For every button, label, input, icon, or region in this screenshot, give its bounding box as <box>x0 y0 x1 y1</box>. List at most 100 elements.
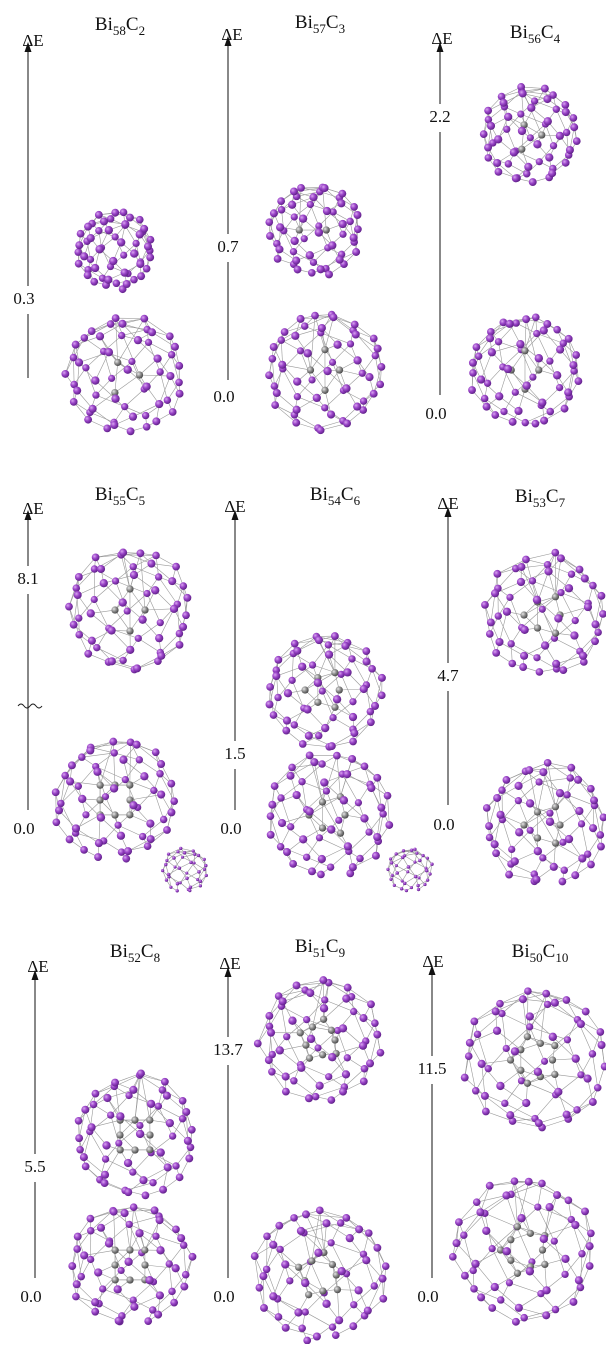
bismuth-atom <box>335 1316 343 1324</box>
bismuth-atom <box>322 1219 330 1227</box>
bismuth-atom <box>306 251 314 259</box>
bismuth-atom <box>597 592 605 600</box>
carbon-atom <box>514 1223 521 1230</box>
bismuth-atom <box>92 554 100 562</box>
bismuth-atom <box>188 889 191 892</box>
bismuth-atom <box>552 1306 560 1314</box>
bond <box>130 742 131 785</box>
carbon-atom <box>111 606 118 613</box>
bismuth-atom <box>167 852 170 855</box>
bismuth-atom <box>301 322 308 329</box>
bismuth-atom <box>385 821 393 829</box>
bismuth-atom <box>578 1250 585 1257</box>
bismuth-atom <box>493 1027 501 1035</box>
bond <box>326 791 338 820</box>
bismuth-atom <box>136 756 143 763</box>
bismuth-atom <box>120 252 127 259</box>
bond <box>306 1214 324 1252</box>
formula-element: C <box>141 941 154 962</box>
bismuth-atom <box>393 884 396 887</box>
bismuth-atom <box>177 1234 185 1242</box>
bismuth-atom <box>524 163 532 171</box>
bismuth-atom <box>266 700 274 708</box>
bond <box>147 593 160 622</box>
bismuth-atom <box>470 1285 478 1293</box>
bismuth-atom <box>303 349 311 357</box>
energy-label: 8.1 <box>17 569 38 588</box>
bismuth-atom <box>269 355 277 363</box>
bismuth-atom <box>170 1299 178 1307</box>
bismuth-atom <box>506 1111 514 1119</box>
carbon-atom <box>520 611 527 618</box>
bismuth-atom <box>147 835 155 843</box>
bismuth-atom <box>493 570 501 578</box>
bismuth-atom <box>165 878 168 881</box>
bond <box>526 553 555 560</box>
bismuth-atom <box>366 1059 374 1067</box>
bismuth-atom <box>266 683 274 691</box>
bond <box>294 1081 316 1097</box>
bond <box>322 846 348 859</box>
bond <box>158 1106 182 1118</box>
formula-subscript: 50 <box>530 950 543 965</box>
bond <box>503 350 521 367</box>
bismuth-atom <box>481 395 489 403</box>
bismuth-atom <box>203 858 206 861</box>
bond <box>125 389 144 407</box>
bismuth-atom <box>365 1229 373 1237</box>
bismuth-atom <box>526 1012 534 1020</box>
bismuth-atom <box>360 814 368 822</box>
bismuth-atom <box>320 1004 328 1012</box>
bismuth-atom <box>118 320 126 328</box>
bismuth-atom <box>278 819 286 827</box>
bismuth-atom <box>105 1239 113 1247</box>
bismuth-atom <box>507 640 514 647</box>
bismuth-atom <box>567 764 575 772</box>
bismuth-atom <box>72 341 80 349</box>
bismuth-atom <box>305 807 313 815</box>
bismuth-atom <box>472 1087 480 1095</box>
figure: Bi58C2ΔE0.3Bi57C3ΔE0.70.0Bi56C4ΔE2.20.0B… <box>0 0 606 1344</box>
bismuth-atom <box>556 132 564 140</box>
bismuth-atom <box>166 372 174 380</box>
bismuth-atom <box>539 854 546 861</box>
energy-label: 0.0 <box>425 404 446 423</box>
formula-element: Bi <box>512 941 530 962</box>
bismuth-atom <box>144 1317 152 1325</box>
bismuth-atom <box>75 783 82 790</box>
bond <box>457 1243 476 1264</box>
bismuth-atom <box>512 389 519 396</box>
bismuth-atom <box>460 1231 467 1238</box>
bismuth-atom <box>564 1036 571 1043</box>
bismuth-atom <box>321 996 328 1003</box>
bismuth-atom <box>497 1296 504 1303</box>
bismuth-atom <box>146 253 154 261</box>
bismuth-atom <box>152 748 160 756</box>
bismuth-atom <box>292 419 300 427</box>
bismuth-atom <box>514 782 522 790</box>
carbon-atom <box>331 669 338 676</box>
bismuth-atom <box>336 256 344 264</box>
bismuth-atom <box>259 1272 267 1280</box>
bismuth-atom <box>568 570 575 577</box>
carbon-atom <box>146 1116 153 1123</box>
carbon-atom <box>549 1056 556 1063</box>
bismuth-atom <box>589 582 597 590</box>
bond <box>402 872 408 881</box>
bismuth-atom <box>473 1198 481 1206</box>
bismuth-atom <box>179 847 182 850</box>
bismuth-atom <box>182 611 190 619</box>
carbon-atom <box>552 630 559 637</box>
bismuth-atom <box>80 846 88 854</box>
bismuth-atom <box>485 822 493 830</box>
bismuth-atom <box>319 976 327 984</box>
bismuth-atom <box>130 1203 138 1211</box>
cluster-structure <box>480 83 581 186</box>
bismuth-atom <box>587 861 595 869</box>
bismuth-atom <box>121 1209 129 1217</box>
carbon-atom <box>507 1257 514 1264</box>
bond <box>349 832 369 851</box>
bond <box>106 797 119 826</box>
cluster-structure <box>267 751 394 878</box>
formula-element: C <box>546 486 559 507</box>
